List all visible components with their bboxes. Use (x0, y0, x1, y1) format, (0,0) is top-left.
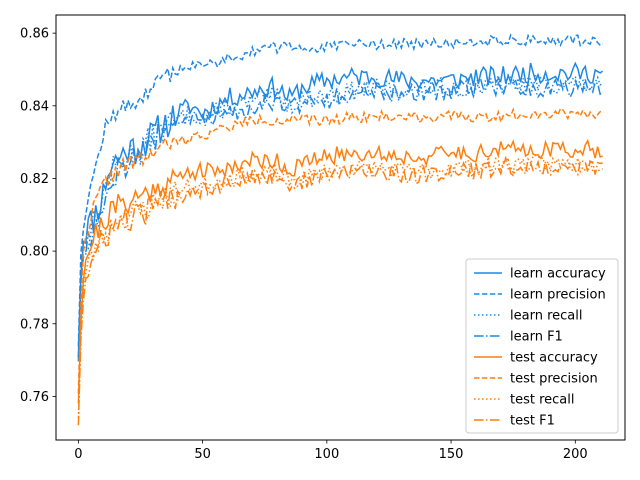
series-line-test-precision (77, 107, 603, 394)
x-tick-label: 150 (439, 447, 464, 462)
series-line-learn-precision (77, 33, 603, 347)
y-tick-label: 0.78 (20, 317, 49, 332)
legend-label: learn accuracy (510, 267, 606, 282)
plot-frame (55, 14, 626, 441)
series-line-learn-recall (77, 73, 603, 358)
y-tick-label: 0.76 (20, 390, 49, 405)
series-layer (77, 33, 604, 426)
legend-label: learn F1 (510, 330, 563, 345)
x-tick-label: 200 (563, 447, 588, 462)
series-line-learn-accuracy (77, 61, 604, 358)
ticks-layer: 0 50 100 150 200 0.76 0.78 0.80 0.82 0.84 0.86 (20, 27, 588, 462)
legend-label: learn recall (510, 309, 582, 324)
y-tick-label: 0.84 (20, 99, 49, 114)
series-line-test-recall (77, 154, 603, 419)
x-tick-label: 0 (74, 447, 82, 462)
legend-label: learn precision (510, 288, 606, 303)
y-tick-label: 0.82 (20, 172, 49, 187)
y-tick-label: 0.80 (20, 245, 49, 260)
legend-label: test precision (510, 372, 598, 387)
legend: learn accuracy learn precision learn recal… (465, 258, 619, 434)
legend-box (465, 258, 619, 434)
y-tick-label: 0.86 (20, 27, 49, 42)
legend-label: test accuracy (510, 351, 598, 366)
legend-label: test F1 (510, 414, 555, 429)
legend-label: test recall (510, 393, 575, 408)
series-line-test-f1 (77, 157, 603, 426)
x-tick-label: 50 (194, 447, 211, 462)
x-tick-label: 100 (314, 447, 339, 462)
series-line-learn-f1 (77, 78, 604, 362)
